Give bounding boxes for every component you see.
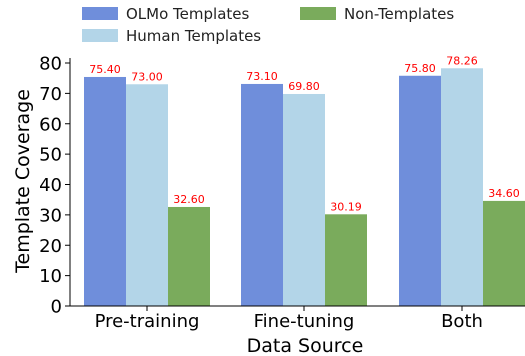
legend-label: Non-Templates: [344, 5, 454, 23]
x-tick-label: Fine-tuning: [254, 311, 355, 332]
bar: [241, 83, 283, 307]
bar-value-label: 32.60: [173, 193, 205, 206]
legend-swatch: [82, 29, 118, 42]
bar: [441, 68, 483, 306]
bar: [126, 84, 168, 306]
y-tick-label: 70: [39, 84, 62, 105]
legend-swatch: [82, 7, 118, 20]
bar: [84, 76, 126, 306]
bar-value-label: 69.80: [288, 80, 320, 93]
bar-value-label: 34.60: [488, 187, 520, 200]
bar-value-label: 78.26: [446, 54, 478, 67]
y-tick-label: 30: [39, 205, 62, 226]
y-tick-label: 10: [39, 266, 62, 287]
x-tick-label: Pre-training: [95, 311, 200, 332]
bar-value-label: 75.40: [89, 63, 121, 76]
x-axis: Pre-training Fine-tuning Both: [70, 305, 525, 332]
x-axis-label: Data Source: [247, 335, 364, 356]
bar: [283, 93, 325, 306]
bar-value-label: 30.19: [330, 200, 362, 213]
bar: [168, 206, 210, 306]
bar: [399, 75, 441, 306]
y-tick-label: 20: [39, 236, 62, 257]
legend: OLMo Templates Human Templates Non-Templat…: [82, 5, 454, 45]
bar-value-label: 73.00: [131, 70, 163, 83]
bar-value-label: 75.80: [404, 62, 436, 75]
y-axis: 0 10 20 30 40 50 60 70 80: [39, 54, 71, 318]
x-tick-label: Both: [441, 311, 483, 332]
legend-swatch: [300, 7, 336, 20]
legend-label: OLMo Templates: [126, 5, 249, 23]
legend-label: Human Templates: [126, 27, 261, 45]
y-tick-label: 80: [39, 54, 62, 75]
bar: [325, 214, 367, 306]
y-tick-label: 40: [39, 175, 62, 196]
bar: [483, 200, 525, 306]
y-tick-label: 0: [51, 297, 62, 318]
y-tick-label: 60: [39, 114, 62, 135]
bars: 75.40 73.00 32.60 73.10 69.80 30.19 75.80 78.26…: [84, 54, 525, 307]
bar-value-label: 73.10: [246, 70, 278, 83]
y-axis-label: Template Coverage: [12, 89, 34, 274]
y-tick-label: 50: [39, 145, 62, 166]
